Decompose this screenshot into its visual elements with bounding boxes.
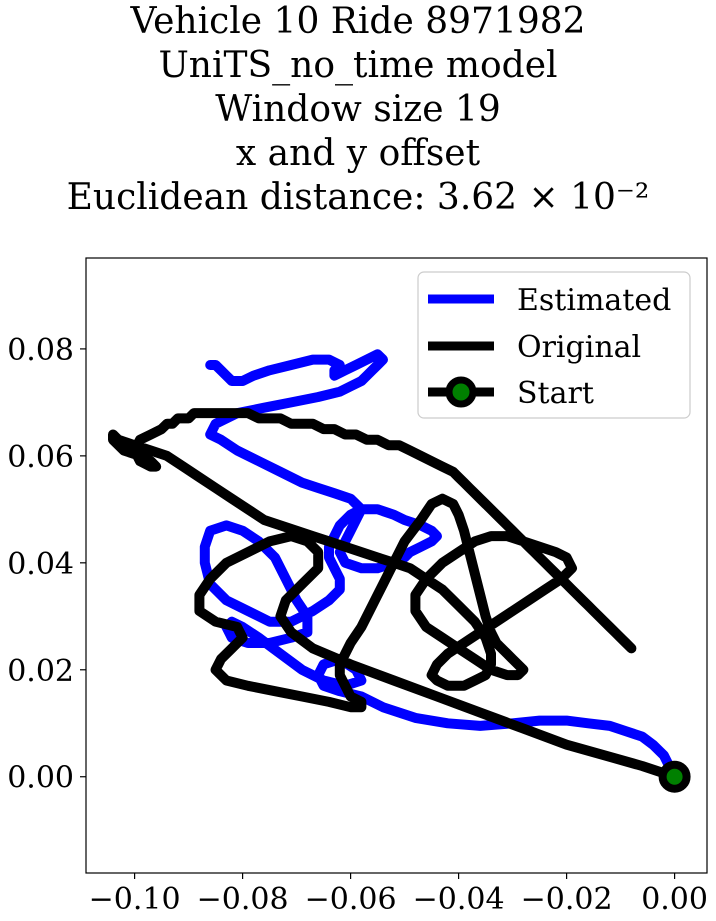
y-tick-label: 0.02: [7, 654, 74, 689]
start-marker: [658, 760, 691, 793]
title-line-4: x and y offset: [235, 133, 481, 174]
legend-start-marker: [445, 376, 477, 408]
title-line-1: Vehicle 10 Ride 8971982: [130, 1, 586, 42]
plot-layer: [108, 349, 691, 793]
legend: Estimated Original Start: [417, 271, 691, 419]
legend-start-label: Start: [517, 376, 594, 411]
plot-frame: [85, 257, 708, 874]
legend-original-label: Original: [517, 330, 641, 365]
y-tick-label: 0.00: [7, 761, 74, 796]
y-tick-label: 0.04: [7, 547, 74, 582]
legend-frame: [417, 271, 691, 419]
x-tick-label: −0.08: [197, 882, 289, 917]
x-tick-label: −0.10: [89, 882, 181, 917]
x-tick-label: −0.06: [305, 882, 397, 917]
y-tick-label: 0.06: [7, 440, 74, 475]
axis-ticks: −0.10 −0.08 −0.06 −0.04 −0.02 0.00 0.00 0.02 0.0…: [7, 333, 708, 917]
title-line-5: Euclidean distance: 3.62 × 10⁻²: [66, 177, 650, 218]
legend-estimated-label: Estimated: [517, 283, 671, 318]
series-original-line: [108, 408, 680, 782]
y-tick-label: 0.08: [7, 333, 74, 368]
x-tick-label: −0.02: [521, 882, 613, 917]
title-line-2: UniTS_no_time model: [158, 45, 558, 86]
x-tick-label: 0.00: [641, 882, 708, 917]
title-line-3: Window size 19: [215, 89, 501, 130]
x-tick-label: −0.04: [413, 882, 505, 917]
